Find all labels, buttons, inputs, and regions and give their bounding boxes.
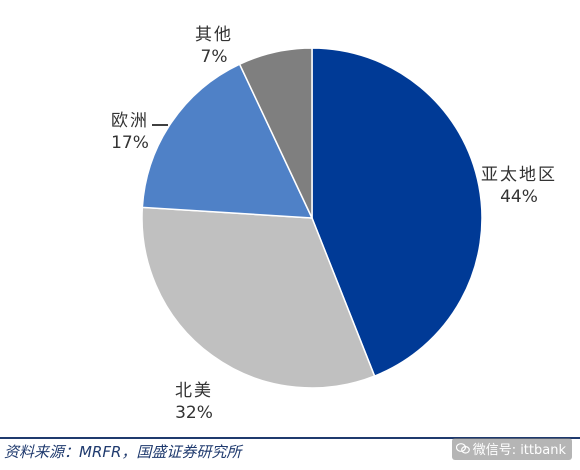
label-north-america-value: 32% xyxy=(175,403,213,423)
label-asia-pacific: 亚太地区 44% xyxy=(478,164,560,208)
pie-chart xyxy=(141,47,483,389)
label-north-america-name: 北美 xyxy=(175,381,213,401)
label-asia-pacific-value: 44% xyxy=(500,187,538,207)
label-north-america: 北美 32% xyxy=(164,380,224,424)
watermark-text: 微信号: ittbank xyxy=(472,443,566,458)
slice-other xyxy=(238,47,313,219)
label-other-value: 7% xyxy=(200,47,228,67)
footer-divider xyxy=(0,437,580,439)
wechat-icon xyxy=(455,443,470,458)
label-europe-value: 17% xyxy=(111,133,149,153)
watermark: 微信号: ittbank xyxy=(451,438,572,460)
slice-europe xyxy=(141,63,314,219)
label-europe-name: 欧洲 xyxy=(111,111,149,131)
label-asia-pacific-name: 亚太地区 xyxy=(481,165,557,185)
label-europe: 欧洲 17% xyxy=(98,110,162,154)
label-other-name: 其他 xyxy=(195,25,233,45)
slice-asia-pacific xyxy=(311,47,483,378)
slice-north-america xyxy=(141,206,376,389)
source-note: 资料来源：MRFR，国盛证券研究所 xyxy=(4,443,242,461)
label-other: 其他 7% xyxy=(184,24,244,68)
